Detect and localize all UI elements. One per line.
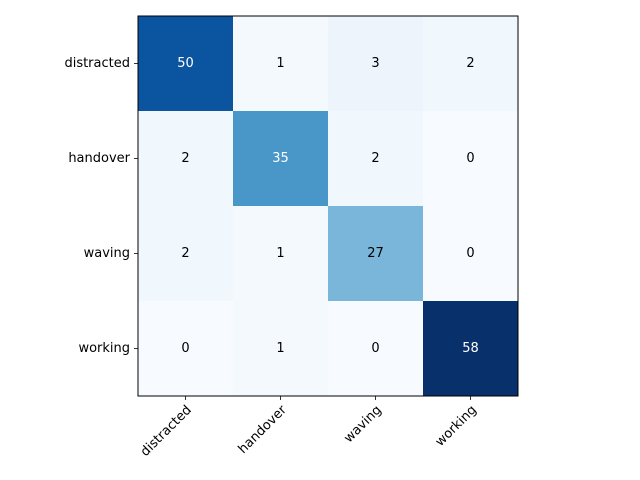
cell-value-label: 0 [466,246,474,261]
heatmap-cell-waving-waving [328,206,423,301]
heatmap-cell-working-working [423,301,518,396]
x-tick-label: waving [341,403,384,446]
heatmap-cell-waving-handover [233,206,328,301]
heatmap-cell-labels: 50 1 3 2 2 35 2 0 2 1 27 0 0 1 0 58 [177,56,479,356]
cell-value-label: 3 [371,56,379,71]
heatmap-cell-working-waving [328,301,423,396]
y-tick-label: working [78,341,130,356]
cell-value-label: 2 [371,151,379,166]
heatmap-cell-working-distracted [138,301,233,396]
y-tick-label: waving [84,246,130,261]
heatmap-cell-distracted-waving [328,16,423,111]
heatmap-cell-distracted-working [423,16,518,111]
cell-value-label: 1 [276,56,284,71]
heatmap-cell-waving-distracted [138,206,233,301]
cell-value-label: 1 [276,341,284,356]
plot-frame [137,15,519,397]
cell-value-label: 2 [181,246,189,261]
x-tick-label: distracted [138,403,195,460]
cell-value-label: 1 [276,246,284,261]
cell-value-label: 2 [181,151,189,166]
cell-value-label: 27 [367,246,384,261]
heatmap-cell-waving-working [423,206,518,301]
heatmap-cell-distracted-distracted [138,16,233,111]
x-tick-label: handover [236,402,291,457]
cell-value-label: 0 [466,151,474,166]
cell-value-label: 35 [272,151,289,166]
cell-value-label: 0 [371,341,379,356]
heatmap-cell-handover-working [423,111,518,206]
cell-value-label: 0 [181,341,189,356]
y-axis: distracted handover waving working [64,56,138,356]
y-tick-label: distracted [64,56,130,71]
heatmap-cells [138,16,518,396]
heatmap-cell-working-handover [233,301,328,396]
cell-value-label: 2 [466,56,474,71]
heatmap-cell-handover-distracted [138,111,233,206]
cell-value-label: 58 [462,341,479,356]
heatmap-cell-distracted-handover [233,16,328,111]
y-tick-label: handover [68,151,130,166]
cell-value-label: 50 [177,56,194,71]
heatmap-cell-handover-waving [328,111,423,206]
heatmap-cell-handover-handover [233,111,328,206]
x-axis: distracted handover waving working [138,396,480,460]
x-tick-label: working [433,403,480,450]
